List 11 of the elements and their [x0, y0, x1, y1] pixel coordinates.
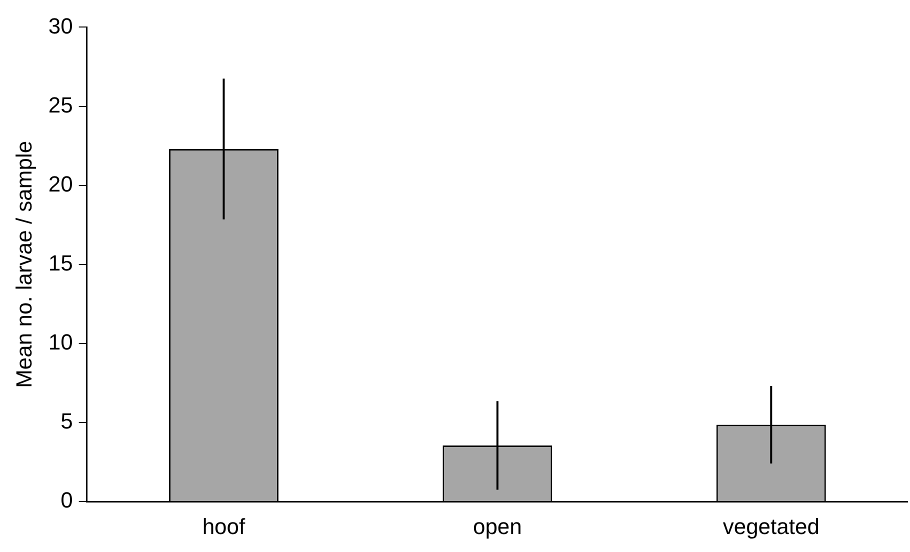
y-tick-label: 10 — [48, 330, 73, 355]
y-tick-label: 30 — [48, 13, 73, 38]
x-tick-label: hoof — [202, 514, 246, 539]
y-tick-label: 5 — [60, 408, 73, 434]
x-tick-label: open — [472, 514, 522, 539]
y-tick-label: 25 — [48, 92, 73, 118]
y-tick-label: 20 — [48, 171, 73, 196]
y-tick-label: 0 — [60, 488, 73, 513]
y-tick-label: 15 — [48, 250, 73, 276]
x-tick-label: vegetated — [722, 514, 820, 539]
y-axis-title: Mean no. larvae / sample — [11, 140, 36, 388]
